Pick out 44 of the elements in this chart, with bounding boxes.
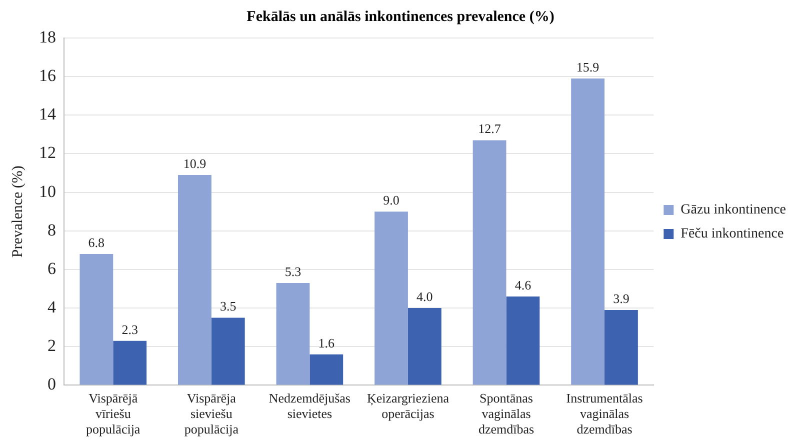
data-label: 3.9 xyxy=(613,290,630,306)
y-axis-title: Prevalence (%) xyxy=(10,166,26,258)
bar xyxy=(506,296,540,385)
data-label: 15.9 xyxy=(576,59,600,74)
legend-label: Gāzu inkontinence xyxy=(680,202,786,218)
y-tick-label: 14 xyxy=(39,104,56,124)
y-tick-label: 8 xyxy=(48,220,56,240)
y-tick-label: 4 xyxy=(48,298,56,317)
data-label: 4.0 xyxy=(416,288,433,304)
bar xyxy=(408,308,442,385)
x-tick-label: Nedzemdējušas sievietes xyxy=(268,390,350,422)
bar xyxy=(571,78,605,385)
bar xyxy=(472,140,506,385)
y-tick-label: 10 xyxy=(39,182,56,201)
chart-title: Fekālās un anālās inkontinences prevalence (%) xyxy=(246,8,554,25)
bar xyxy=(178,174,212,385)
y-tick-label: 16 xyxy=(39,66,56,86)
data-label: 9.0 xyxy=(383,192,400,208)
bar xyxy=(276,282,310,385)
bar xyxy=(374,212,408,385)
bar xyxy=(310,354,344,385)
x-tick-label: Instrumentālas vaginālas dzemdības xyxy=(566,390,643,437)
data-label: 5.3 xyxy=(284,264,302,279)
legend-label: Fēču inkontinence xyxy=(680,226,784,242)
bar xyxy=(604,310,638,385)
data-label: 4.6 xyxy=(514,277,532,292)
x-tick-label: Vispārēja sieviešu populācija xyxy=(184,390,239,437)
bar xyxy=(211,318,245,385)
y-tick-label: 2 xyxy=(48,336,56,356)
data-label: 10.9 xyxy=(183,156,206,171)
data-label: 3.5 xyxy=(220,298,236,314)
bar xyxy=(113,340,147,385)
y-tick-label: 0 xyxy=(48,374,56,394)
data-label: 1.6 xyxy=(318,335,336,350)
y-tick-label: 18 xyxy=(39,27,56,46)
x-tick-label: Ķeizargrieziena operācijas xyxy=(366,390,450,422)
data-label: 12.7 xyxy=(478,121,502,136)
data-label: 6.8 xyxy=(88,234,105,250)
y-tick-label: 12 xyxy=(39,143,56,162)
x-tick-label: Vispārējā vīriešu populācija xyxy=(86,390,140,437)
y-tick-label: 6 xyxy=(48,258,56,278)
bar xyxy=(80,254,114,385)
data-label: 2.3 xyxy=(122,322,138,337)
x-tick-label: Spontānas vaginālas dzemdības xyxy=(478,390,534,437)
